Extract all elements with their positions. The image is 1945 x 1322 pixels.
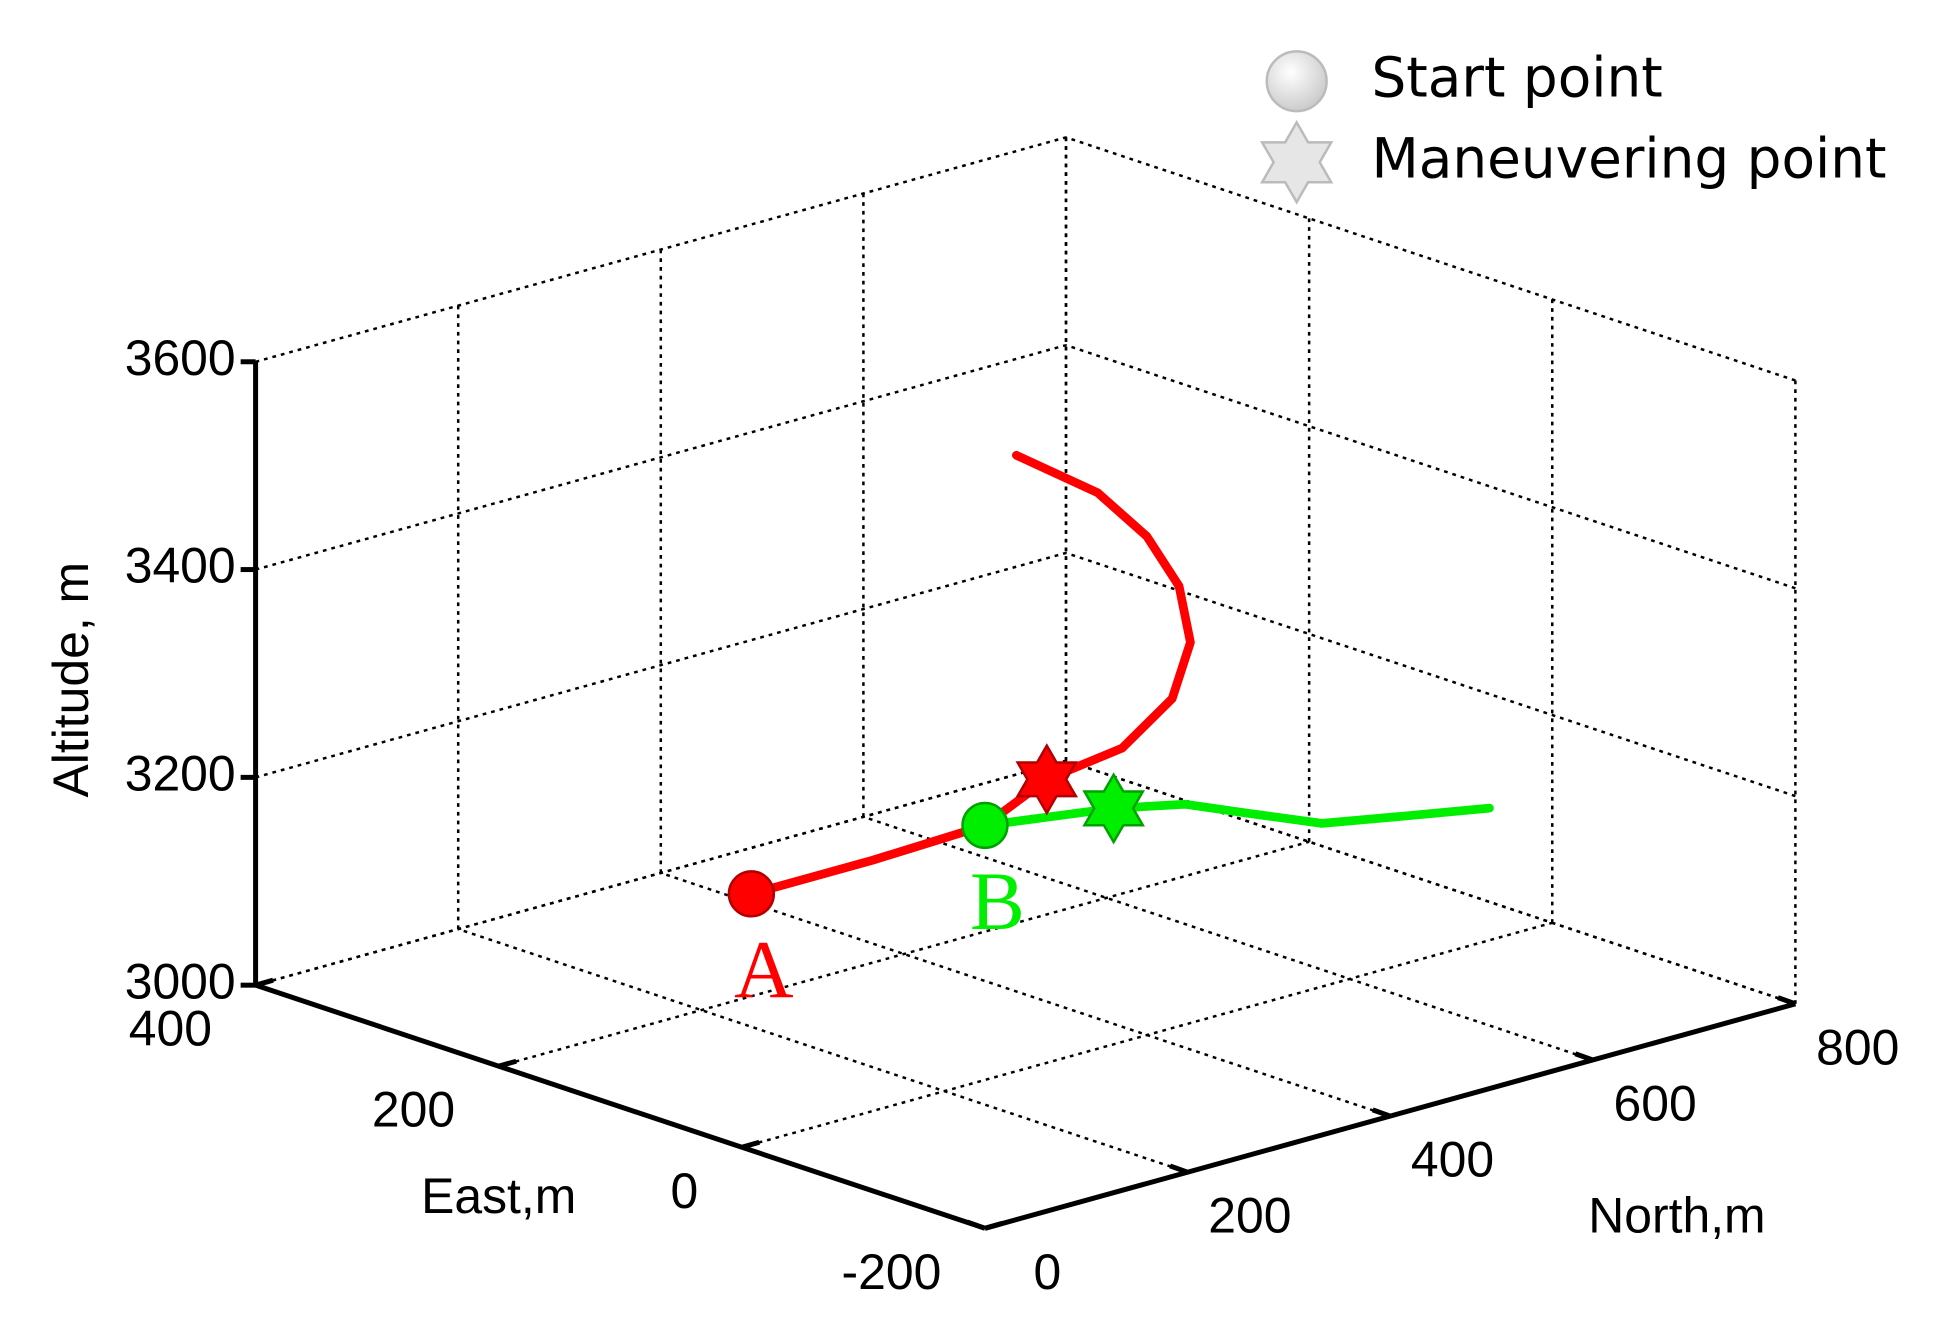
y-tick-label: -200 [842, 1244, 942, 1300]
x-tick-label: 600 [1614, 1076, 1697, 1132]
grid-line [1065, 551, 1796, 798]
grid-line [255, 343, 1067, 571]
maneuver-point [1082, 772, 1145, 845]
grid-line [498, 840, 1310, 1068]
grid-line [255, 759, 1067, 987]
x-tick [1169, 1163, 1189, 1175]
y-tick [741, 1139, 760, 1150]
x-tick [1777, 995, 1797, 1007]
grid-line [1065, 136, 1796, 382]
grid-line [660, 871, 1391, 1118]
y-axis-label: East,m [421, 1168, 576, 1224]
y-tick-label: 0 [670, 1163, 698, 1219]
y-tick-label: 400 [129, 1001, 212, 1057]
x-tick-label: 400 [1411, 1132, 1494, 1188]
x-tick [966, 1219, 986, 1231]
maneuver-point [1015, 743, 1079, 816]
grid-line [741, 921, 1553, 1149]
grid-line [255, 551, 1067, 779]
legend-marker [1265, 50, 1328, 113]
grid-line [457, 927, 1188, 1174]
x-tick [1574, 1051, 1594, 1063]
y-tick [984, 1220, 1004, 1231]
z-tick-label: 3000 [125, 953, 236, 1009]
grid-line [1065, 343, 1796, 590]
x-tick-label: 200 [1208, 1188, 1291, 1244]
y-tick [498, 1058, 517, 1069]
y-axis [254, 982, 986, 1231]
y-tick-label: 200 [372, 1082, 455, 1138]
grid-line [255, 136, 1067, 363]
x-tick [1371, 1107, 1392, 1119]
trajectory [747, 450, 1195, 899]
x-tick-label: 800 [1816, 1019, 1899, 1075]
legend-label: Start point [1371, 45, 1662, 109]
legend-marker [1259, 119, 1334, 205]
z-axis-label: Altitude, m [43, 562, 99, 798]
x-axis-label: North,m [1588, 1188, 1765, 1244]
trajectory [980, 799, 1494, 830]
z-tick-label: 3600 [125, 330, 236, 386]
start-point [727, 870, 776, 918]
z-tick-label: 3400 [125, 538, 236, 594]
series-label: A [734, 924, 793, 1015]
series-label: B [970, 856, 1025, 947]
z-tick-label: 3200 [125, 746, 236, 802]
grid-line [1065, 759, 1796, 1006]
grid-line [863, 815, 1594, 1062]
x-tick-label: 0 [1033, 1244, 1061, 1300]
y-tick [254, 977, 274, 988]
start-point [961, 801, 1009, 850]
legend-label: Maneuvering point [1371, 126, 1886, 190]
